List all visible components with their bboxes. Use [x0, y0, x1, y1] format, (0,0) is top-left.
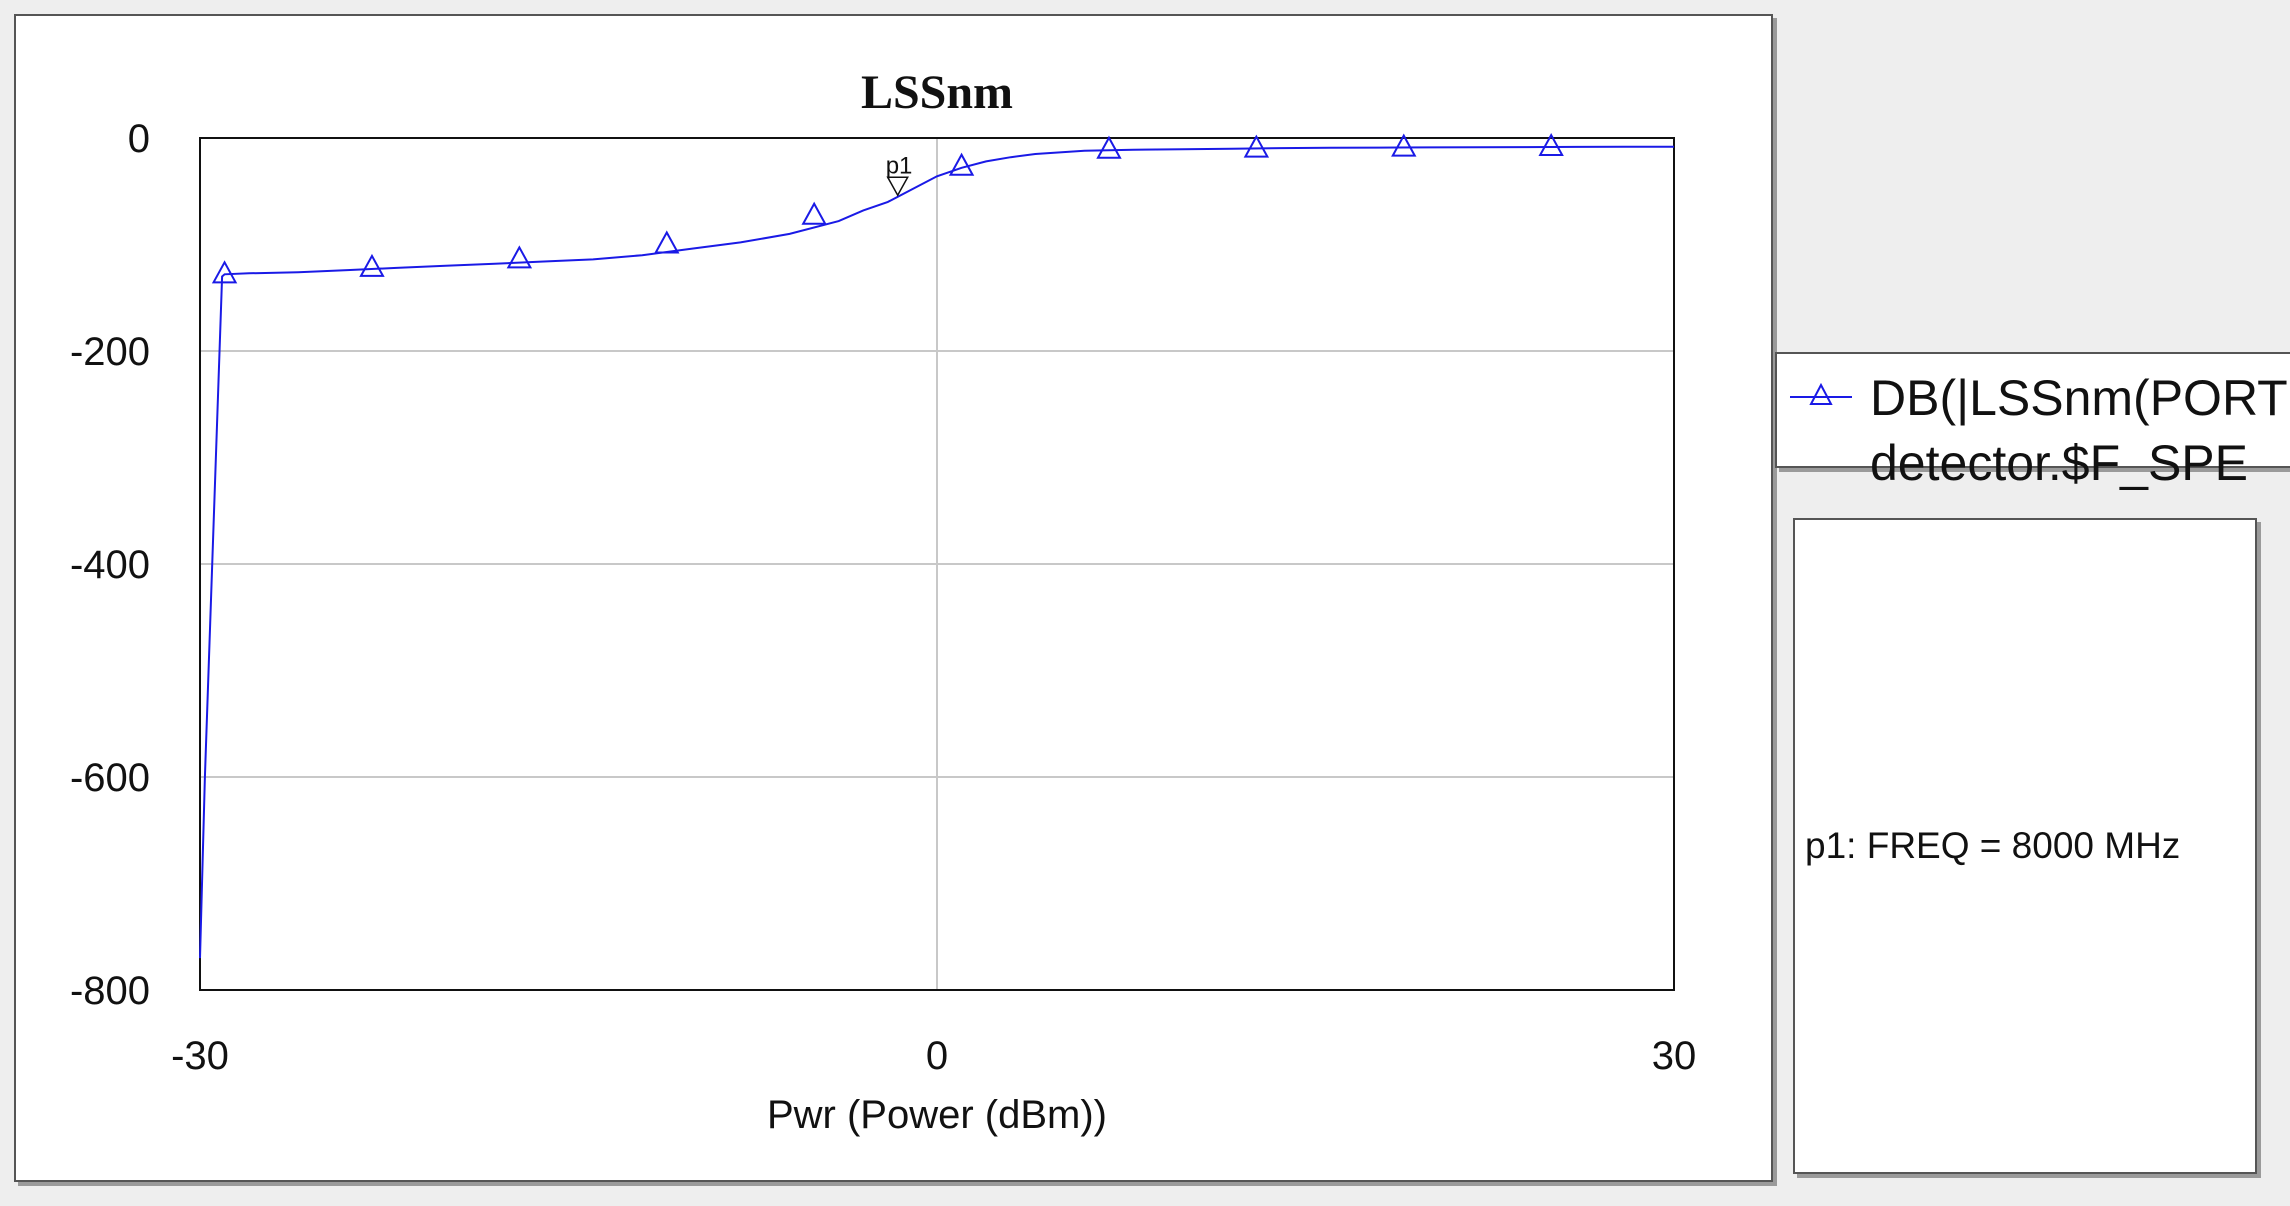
legend-entry[interactable]: DB(|LSSnm(PORT detector.$F_SPE — [1790, 370, 2288, 491]
series-point-marker — [1096, 135, 1122, 159]
series-point-marker — [654, 230, 680, 254]
legend-box[interactable] — [1775, 352, 2290, 468]
legend-triangle-icon — [1809, 382, 1833, 405]
x-axis-label: Pwr (Power (dBm)) — [767, 1093, 1107, 1137]
plot-area[interactable] — [199, 137, 1675, 991]
series-point-marker — [211, 260, 238, 284]
series-point-marker — [506, 245, 533, 269]
series-line[interactable] — [199, 145, 1675, 959]
marker-readout-box[interactable] — [1793, 518, 2257, 1174]
x-tick-label: 30 — [1652, 1034, 1697, 1078]
x-tick-label: 0 — [926, 1034, 948, 1078]
series-layer — [199, 132, 1675, 959]
marker-readout-p1: p1: FREQ = 8000 MHz — [1805, 825, 2180, 866]
graph-window — [14, 14, 1773, 1182]
chart-title: LSSnm — [861, 66, 1013, 119]
series-point-marker — [948, 152, 975, 176]
series-point-marker — [359, 253, 385, 277]
marker-layer: p1 — [886, 152, 913, 197]
series-point-marker — [1391, 133, 1417, 157]
y-tick-label: -600 — [70, 756, 150, 800]
legend-label-line-2: detector.$F_SPE — [1870, 435, 2248, 491]
y-tick-label: -400 — [70, 543, 150, 587]
y-axis-ticks: 0 -200 -400 -600 -800 — [70, 117, 150, 1013]
y-tick-label: 0 — [128, 117, 150, 161]
series-point-marker — [1538, 132, 1564, 157]
legend-label-line-1: DB(|LSSnm(PORT — [1870, 370, 2288, 426]
y-tick-label: -200 — [70, 330, 150, 374]
x-axis-ticks: -30 0 30 — [171, 1034, 1696, 1078]
x-tick-label: -30 — [171, 1034, 229, 1078]
y-tick-label: -800 — [70, 969, 150, 1013]
series-point-marker — [801, 201, 827, 225]
marker-p1-triangle[interactable] — [886, 176, 909, 197]
series-point-marker — [1243, 134, 1270, 158]
marker-p1-label: p1 — [886, 152, 913, 179]
grid-lines — [200, 138, 1674, 990]
